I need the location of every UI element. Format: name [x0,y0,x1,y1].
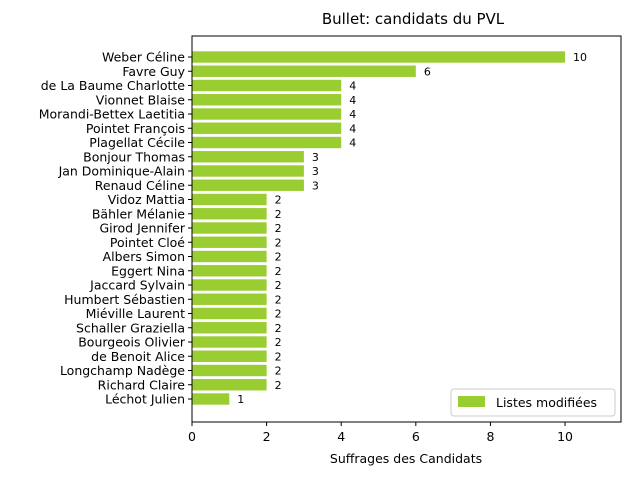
y-tick-label: Bourgeois Olivier [78,335,186,350]
y-tick-label: Eggert Nina [111,263,185,278]
bar [192,165,304,177]
y-tick-label: Schaller Graziella [76,320,185,335]
x-axis-ticks: 0 2 4 6 8 10 [188,422,573,444]
x-tick-label: 10 [557,429,573,444]
y-tick-label: Humbert Sébastien [64,292,185,307]
bar [192,307,267,320]
bar [192,336,267,348]
bar [192,193,267,206]
bar [192,236,267,248]
y-tick-label: de Benoit Alice [91,349,185,364]
value-label: 2 [275,222,282,235]
value-label: 2 [275,236,282,249]
bar [192,151,304,163]
bar [192,364,267,377]
value-label: 3 [312,151,319,164]
y-tick-label: Vidoz Mattia [108,192,185,207]
value-label: 2 [275,265,282,278]
chart-title: Bullet: candidats du PVL [322,10,505,28]
y-tick-label: Miéville Laurent [86,306,185,321]
x-tick-label: 4 [337,429,345,444]
bar [192,222,267,234]
bar [192,108,342,120]
value-label: 2 [275,336,282,349]
value-label: 2 [275,194,282,207]
bar [192,179,304,191]
x-tick-label: 0 [188,429,196,444]
value-label: 2 [275,293,282,306]
y-tick-label: Jaccard Sylvain [89,278,185,293]
y-tick-label: Weber Céline [102,50,185,65]
bar [192,265,267,277]
y-tick-label: Bähler Mélanie [92,206,185,221]
bar [192,379,267,391]
legend-swatch [458,396,485,407]
value-label: 4 [349,122,356,135]
value-label: 3 [312,165,319,178]
value-label: 1 [237,393,244,406]
value-label: 10 [573,51,587,64]
bar [192,122,342,134]
y-tick-label: Léchot Julien [105,392,185,407]
value-label: 2 [275,322,282,335]
value-label: 2 [275,251,282,264]
value-label: 2 [275,279,282,292]
bar [192,94,342,106]
y-tick-label: Favre Guy [122,64,185,79]
bar [192,350,267,362]
value-label: 2 [275,208,282,221]
y-tick-label: Albers Simon [103,249,185,264]
bar [192,208,267,220]
bar [192,79,342,92]
y-tick-label: Renaud Céline [95,178,186,193]
y-tick-label: de La Baume Charlotte [41,78,186,93]
plot-frame [191,35,622,423]
value-label: 4 [349,80,356,93]
value-label: 2 [275,365,282,378]
bar [192,51,566,63]
y-tick-label: Vionnet Blaise [96,92,186,107]
x-tick-label: 2 [263,429,271,444]
value-label: 3 [312,179,319,192]
y-tick-label: Girod Jennifer [99,221,185,236]
y-tick-label: Longchamp Nadège [60,363,185,378]
y-tick-label: Richard Claire [98,377,186,392]
bar [192,322,267,334]
legend: Listes modifiées [450,388,616,417]
legend-box [450,388,616,417]
x-tick-label: 8 [486,429,494,444]
value-label: 2 [275,350,282,363]
y-tick-label: Plagellat Cécile [89,135,185,150]
x-tick-label: 6 [412,429,420,444]
bar [192,65,416,77]
value-label: 4 [349,94,356,107]
bar [192,136,342,149]
x-axis-label: Suffrages des Candidats [330,451,482,466]
y-tick-label: Morandi-Bettex Laetitia [39,107,185,122]
bar [192,250,267,263]
bar [192,393,230,405]
value-label: 2 [275,308,282,321]
value-label: 6 [424,65,431,78]
bar [192,293,267,305]
value-label: 4 [349,108,356,121]
bars-group [192,51,566,405]
y-tick-label: Pointet François [86,121,185,136]
y-tick-label: Jan Dominique-Alain [58,164,185,179]
y-tick-label: Bonjour Thomas [83,149,185,164]
y-tick-label: Pointet Cloé [110,235,185,250]
value-label: 2 [275,379,282,392]
bar [192,279,267,291]
legend-label: Listes modifiées [496,395,597,410]
value-label: 4 [349,137,356,150]
